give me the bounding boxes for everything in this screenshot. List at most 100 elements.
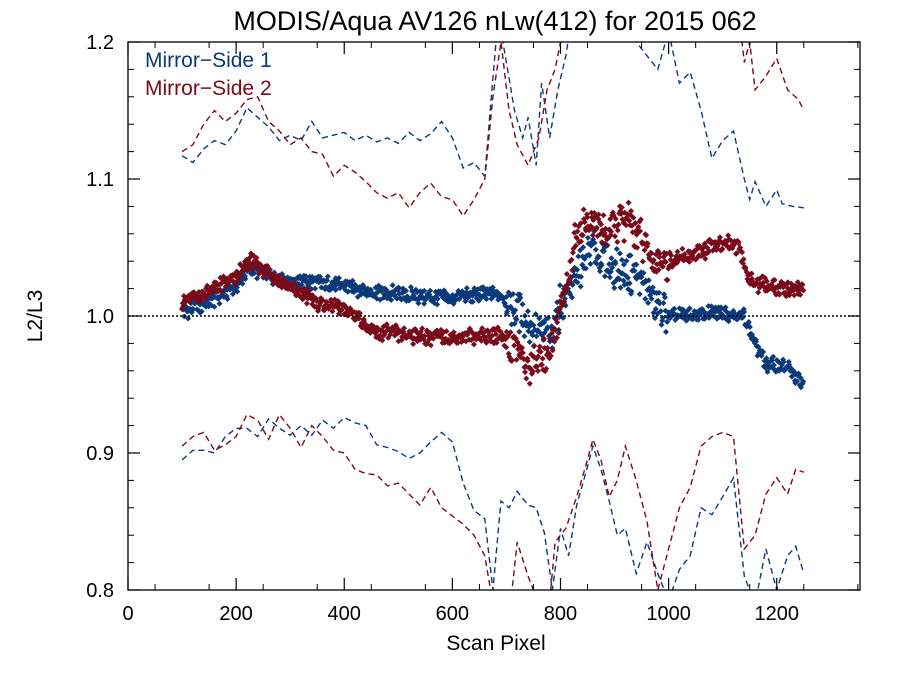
series-1-point [606,274,613,281]
series-1-point [642,295,649,302]
series-2-point [535,353,542,360]
series-2-point [719,245,726,252]
series-1-point [722,304,729,311]
series-2-point [493,331,500,338]
series-2-point [686,258,693,265]
series-2-point [701,240,708,247]
series-2-point [763,278,770,285]
series-1-point [592,246,599,253]
series-2-point [625,199,632,206]
series-1-point [345,288,352,295]
series-2-point [506,353,513,360]
series-2-point [547,335,554,342]
series-2-point [748,270,755,277]
series-1-point [312,285,319,292]
x-tick-label: 600 [436,603,469,625]
series-2-point [232,281,239,288]
series-2-point [356,310,363,317]
series-2-point [626,217,633,224]
series-2-point [540,335,547,342]
series-1-point [636,291,643,298]
series-1-points [179,228,807,391]
series-1-point [332,287,339,293]
series-2-point [379,337,386,344]
series-1-point [569,294,575,301]
series-2-point [323,299,330,306]
series-2-point [567,275,574,281]
series-1-point [658,321,665,328]
series-2-point [593,224,600,231]
x-tick-label: 1200 [754,603,799,625]
series-2-point [329,308,336,315]
series-1-point [421,300,428,307]
series-1-point [626,280,633,287]
series-1-point [513,316,520,323]
series-1-point [661,294,668,301]
series-1-point [352,281,359,288]
series-2-point [547,352,554,359]
series-2-point [523,375,530,382]
series-1-point [524,308,531,315]
series-2-point [754,281,760,287]
series-2-point [580,206,587,213]
series-1-point [800,378,807,385]
series-2-point [427,342,434,349]
series-2-point [529,368,536,375]
y-axis-title: L2/L3 [24,290,47,343]
series-2-point [595,211,602,218]
series-1-point [595,253,602,260]
series-2-point [536,343,543,350]
series-1-point [619,257,625,263]
series-1-point [606,261,613,268]
series-1-point [753,338,759,345]
series-2-point [614,227,621,234]
series-1-point [544,324,551,331]
series-2-point [716,234,723,241]
series-2-point [563,288,570,295]
series-1-point [434,296,441,302]
series-2-point [549,347,556,354]
series-2-points [179,199,807,387]
y-tick-label: 1.0 [86,306,114,328]
series-1-point [211,303,218,310]
series-1-point [533,333,540,340]
series-1-point [415,300,422,307]
series-2-point [664,277,671,283]
series-2-point [430,335,437,342]
series-1-point [324,277,331,284]
series-2-point [493,339,500,346]
series-1-point [239,280,246,287]
series-1-point [593,260,600,267]
series-1-point [741,309,748,315]
series-2-point [551,338,558,345]
series-1-point [190,306,197,313]
series-1-point [652,306,659,312]
series-1-point [613,246,620,252]
series-2-point [554,319,561,326]
series-1-point [389,282,396,289]
series-1-point [434,301,441,308]
series-1-point [512,307,519,314]
x-tick-label: 0 [122,603,133,625]
series-1-point [600,248,607,255]
series-2-point [419,325,426,332]
series-2-point [291,280,298,286]
series-1-point [645,277,652,284]
series-1-point [242,276,249,282]
series-1-point [519,301,526,308]
series-2-point [202,295,209,302]
series-2-point [236,274,243,281]
series-2-point [276,272,283,279]
series-1-point [645,299,652,306]
series-2-point [637,228,643,235]
series-1-point [216,300,223,307]
series-1-lower-band-line [181,416,805,590]
series-2-point [612,215,619,222]
series-1-point [574,266,581,273]
series-1-point [388,297,395,303]
series-1-point [569,281,576,288]
y-tick-label: 0.9 [86,443,114,465]
series-2-point [180,303,187,310]
series-2-point [573,235,580,242]
series-1-point [628,288,635,295]
